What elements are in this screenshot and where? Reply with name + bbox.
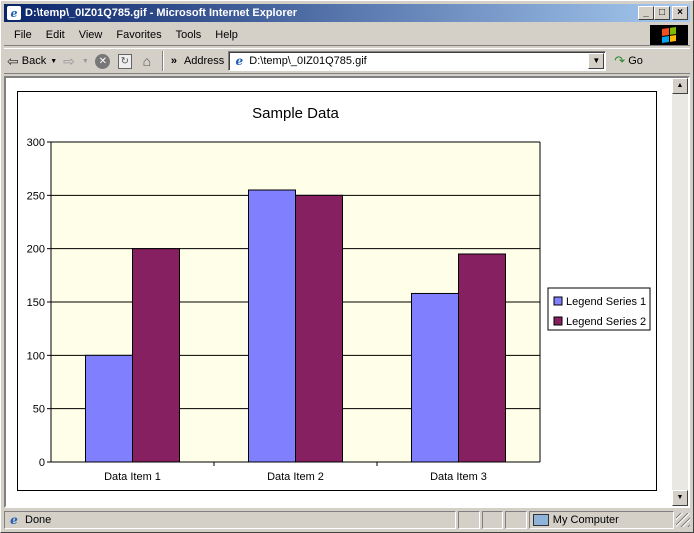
y-tick-label: 250 [27,190,45,202]
bar [248,189,296,463]
page-icon: e [235,54,244,68]
menu-bar: File Edit View Favorites Tools Help [4,24,690,46]
forward-button[interactable]: ⇨ ▼ [60,50,92,72]
ie-logo-icon: e [7,6,21,20]
address-bar[interactable]: e D:\temp\_0IZ01Q785.gif ▼ [228,51,607,71]
legend-label: Legend Series 2 [566,316,646,328]
document-area: Sample Data 0 50 100 150 200 250 300 Data Item 1… [6,78,672,506]
x-tick-label: Data Item 3 [430,471,487,483]
windows-logo-icon [650,25,688,45]
menu-view[interactable]: View [78,28,103,41]
back-label: Back [21,55,47,67]
forward-dropdown-icon[interactable]: ▼ [81,57,89,65]
maximize-button[interactable]: □ [654,6,670,20]
scroll-down-button[interactable]: ▼ [672,490,688,506]
vertical-scrollbar[interactable]: ▲ ▼ [672,78,688,506]
go-arrow-icon: ↷ [614,53,626,68]
legend-swatch [553,296,563,306]
bar [458,253,506,463]
page-content: Sample Data 0 50 100 150 200 250 300 Data Item 1… [4,76,690,508]
bar [132,248,180,463]
legend-swatch [553,316,563,326]
standard-toolbar: ⇦ Back ▼ ⇨ ▼ ✕ ↻ ⌂ » Address e D:\temp\_… [4,48,690,74]
y-tick-label: 0 [39,457,45,469]
y-tick-label: 150 [27,297,45,309]
window-controls: _ □ × [638,6,688,20]
bar [295,194,343,463]
status-panel [481,511,504,529]
address-label: Address [183,55,225,67]
bar [85,354,133,463]
go-button[interactable]: ↷ Go [614,53,643,69]
refresh-icon: ↻ [117,53,132,69]
refresh-button[interactable]: ↻ [114,50,136,72]
menu-favorites[interactable]: Favorites [116,28,162,41]
scroll-up-button[interactable]: ▲ [672,78,688,94]
zone-text: My Computer [552,514,619,526]
stop-icon: ✕ [95,53,111,69]
page-done-icon: e [10,513,18,527]
y-tick-label: 50 [33,404,45,416]
status-main-panel: e Done [4,511,456,529]
back-button[interactable]: ⇦ Back ▼ [4,50,60,72]
my-computer-icon [532,514,549,526]
toolbar-separator [161,51,164,71]
x-tick-label: Data Item 2 [267,471,324,483]
chart-frame: Sample Data 0 50 100 150 200 250 300 Data Item 1… [17,91,657,491]
address-dropdown-button[interactable]: ▼ [588,53,605,69]
y-tick-label: 100 [27,350,45,362]
bar-chart: Sample Data 0 50 100 150 200 250 300 Data Item 1… [27,105,651,483]
go-label: Go [628,55,643,67]
window-title: D:\temp\_0IZ01Q785.gif - Microsoft Inter… [25,7,298,19]
legend-label: Legend Series 1 [566,296,646,308]
title-bar[interactable]: e D:\temp\_0IZ01Q785.gif - Microsoft Int… [4,4,690,22]
back-dropdown-icon[interactable]: ▼ [50,57,58,65]
resize-grip-icon[interactable] [676,513,690,527]
y-tick-label: 300 [27,137,45,149]
bar [411,292,459,463]
legend-box [547,287,651,331]
home-button[interactable]: ⌂ [136,50,158,72]
address-input[interactable]: D:\temp\_0IZ01Q785.gif [249,55,367,67]
status-panel [505,511,527,529]
home-icon: ⌂ [142,53,152,69]
arrow-left-icon: ⇦ [7,52,19,69]
status-text: Done [25,514,52,526]
menu-file[interactable]: File [14,28,32,41]
status-bar: e Done My Computer [4,510,690,530]
y-tick-label: 200 [27,244,45,256]
stop-button[interactable]: ✕ [92,50,114,72]
menu-help[interactable]: Help [215,28,238,41]
minimize-button[interactable]: _ [638,6,654,20]
toolbar-more-chevron[interactable]: » [170,55,177,67]
menu-edit[interactable]: Edit [45,28,65,41]
x-tick-label: Data Item 1 [104,471,161,483]
menu-tools[interactable]: Tools [175,28,202,41]
arrow-right-icon: ⇨ [63,52,75,69]
security-zone-panel: My Computer [528,511,675,529]
chart-title: Sample Data [252,105,339,122]
close-button[interactable]: × [672,6,688,20]
status-panel [457,511,480,529]
